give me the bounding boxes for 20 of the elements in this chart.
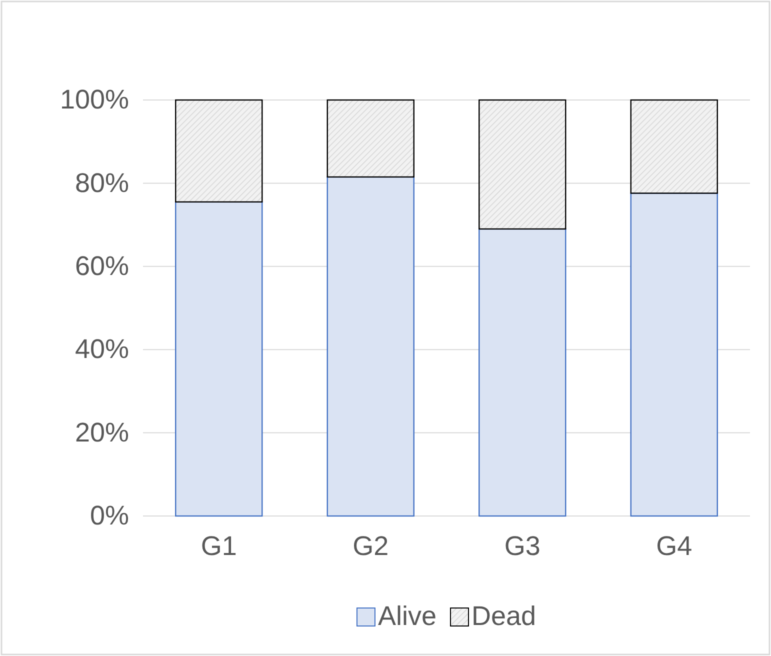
legend-label: Alive bbox=[378, 601, 436, 631]
x-tick-label: G2 bbox=[352, 531, 389, 562]
y-tick-label: 100% bbox=[60, 84, 129, 115]
bar bbox=[478, 228, 566, 517]
x-tick-label: G4 bbox=[656, 531, 692, 562]
x-tick-label: G3 bbox=[504, 531, 540, 562]
y-tick-label: 40% bbox=[74, 334, 129, 364]
bar bbox=[326, 99, 414, 178]
bar bbox=[175, 201, 263, 517]
bar bbox=[326, 176, 414, 517]
y-tick-label: 0% bbox=[90, 500, 129, 531]
y-tick-label: 60% bbox=[74, 251, 129, 282]
bar bbox=[478, 99, 566, 230]
bar bbox=[630, 192, 718, 517]
x-tick-label: G1 bbox=[200, 531, 237, 562]
bar bbox=[630, 99, 718, 194]
legend-label: Dead bbox=[471, 601, 536, 631]
y-tick-label: 80% bbox=[74, 168, 129, 198]
bar bbox=[175, 99, 263, 203]
y-tick-label: 20% bbox=[74, 417, 129, 448]
